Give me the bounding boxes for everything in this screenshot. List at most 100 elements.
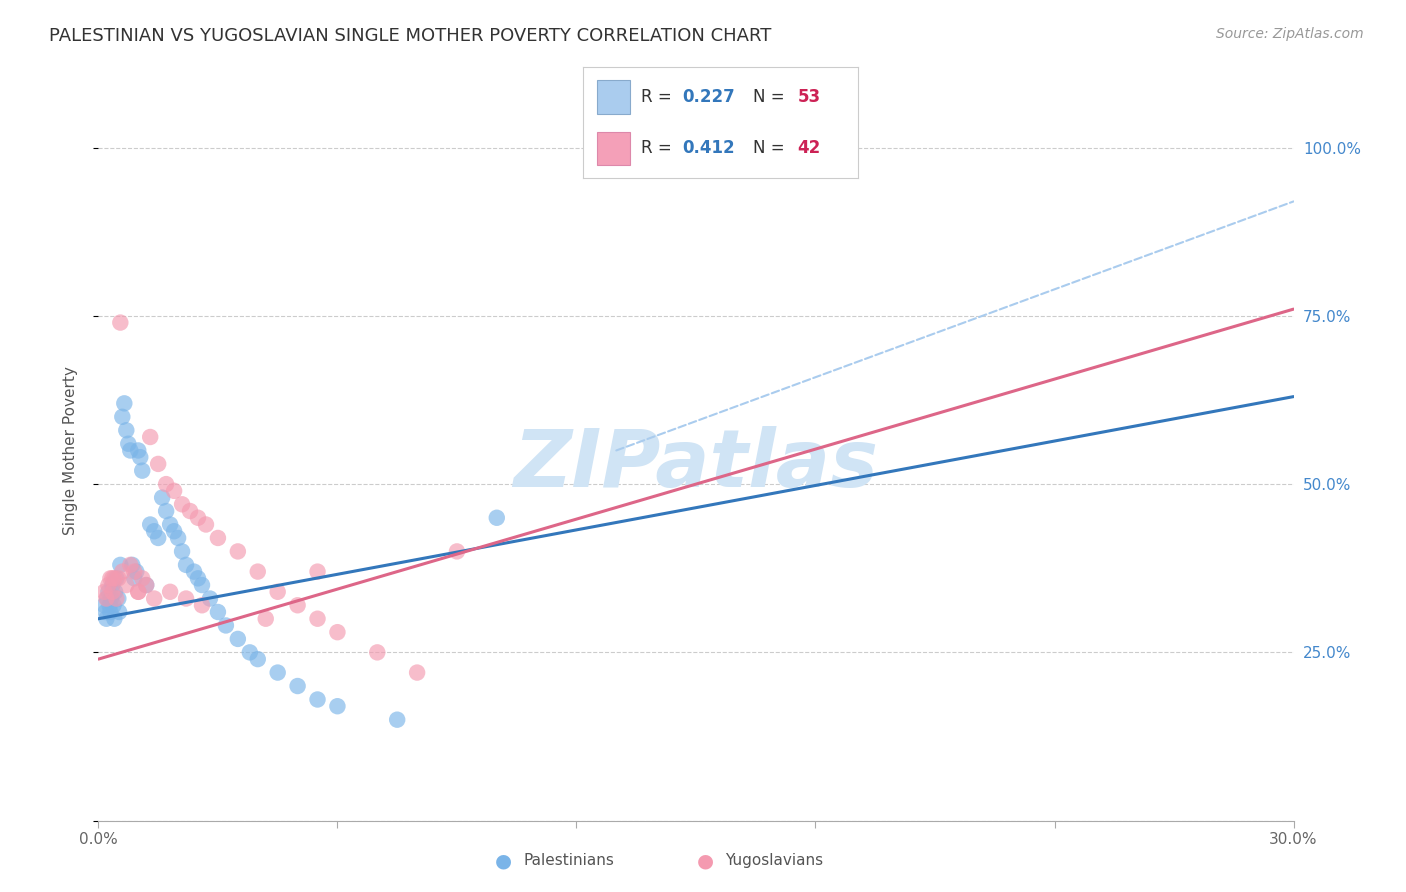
Point — [125, 565, 148, 579]
Point — [97, 584, 120, 599]
Point — [129, 450, 152, 465]
Text: Yugoslavians: Yugoslavians — [725, 854, 824, 868]
Point — [239, 645, 262, 659]
Point — [155, 504, 177, 518]
Point — [187, 571, 209, 585]
Point — [105, 571, 128, 585]
Point — [98, 571, 122, 585]
Point — [254, 612, 277, 626]
Point — [159, 517, 181, 532]
Point — [287, 679, 309, 693]
Text: Source: ZipAtlas.com: Source: ZipAtlas.com — [1216, 27, 1364, 41]
Point — [139, 517, 162, 532]
Text: ●: ● — [495, 851, 512, 871]
Bar — [598, 131, 630, 165]
Point — [103, 571, 125, 585]
Point — [307, 565, 329, 579]
Point — [110, 316, 132, 330]
Point — [163, 483, 186, 498]
Point — [174, 591, 197, 606]
Point — [195, 517, 218, 532]
Text: N =: N = — [754, 139, 790, 157]
Point — [159, 584, 181, 599]
Point — [107, 571, 129, 585]
Point — [121, 558, 143, 572]
Bar — [598, 80, 630, 114]
Text: ●: ● — [697, 851, 714, 871]
Point — [96, 612, 118, 626]
Point — [124, 565, 146, 579]
Point — [207, 605, 229, 619]
Point — [131, 464, 153, 478]
Point — [406, 665, 429, 680]
Text: 53: 53 — [797, 88, 821, 106]
Point — [163, 524, 186, 539]
Point — [172, 544, 194, 558]
Point — [150, 491, 173, 505]
Point — [96, 591, 118, 606]
Point — [135, 578, 157, 592]
Point — [172, 497, 194, 511]
Point — [287, 599, 309, 613]
Point — [101, 578, 124, 592]
Point — [326, 625, 349, 640]
Point — [187, 510, 209, 524]
Text: N =: N = — [754, 88, 790, 106]
Point — [111, 565, 134, 579]
Text: 0.412: 0.412 — [682, 139, 735, 157]
Point — [98, 605, 122, 619]
Point — [103, 599, 125, 613]
Point — [179, 504, 201, 518]
Point — [101, 584, 124, 599]
Point — [215, 618, 238, 632]
Point — [100, 591, 122, 606]
Point — [143, 524, 166, 539]
Point — [385, 713, 409, 727]
Point — [94, 605, 117, 619]
Point — [98, 599, 121, 613]
Point — [246, 652, 269, 666]
Point — [107, 591, 129, 606]
Point — [115, 423, 138, 437]
Point — [446, 544, 468, 558]
Point — [120, 558, 142, 572]
Point — [96, 591, 118, 606]
Point — [485, 510, 508, 524]
Point — [112, 396, 135, 410]
Point — [267, 584, 290, 599]
Y-axis label: Single Mother Poverty: Single Mother Poverty — [63, 366, 77, 535]
Text: 0.227: 0.227 — [682, 88, 735, 106]
Text: R =: R = — [641, 88, 678, 106]
Point — [191, 578, 214, 592]
Point — [366, 645, 388, 659]
Point — [143, 591, 166, 606]
Point — [93, 584, 115, 599]
Point — [97, 578, 120, 592]
Point — [105, 591, 128, 606]
Point — [148, 531, 170, 545]
Point — [326, 699, 349, 714]
Point — [127, 443, 149, 458]
Point — [120, 443, 142, 458]
Point — [191, 599, 214, 613]
Point — [139, 430, 162, 444]
Point — [93, 599, 115, 613]
Point — [103, 612, 125, 626]
Point — [108, 605, 131, 619]
Point — [246, 565, 269, 579]
Point — [135, 578, 157, 592]
Point — [104, 584, 127, 599]
Point — [267, 665, 290, 680]
Point — [174, 558, 197, 572]
Text: 42: 42 — [797, 139, 821, 157]
Point — [127, 584, 149, 599]
Point — [198, 591, 221, 606]
Point — [183, 565, 205, 579]
Point — [307, 612, 329, 626]
Point — [226, 544, 249, 558]
Text: ZIPatlas: ZIPatlas — [513, 426, 879, 504]
Point — [167, 531, 190, 545]
Point — [124, 571, 146, 585]
Point — [111, 409, 134, 424]
Text: PALESTINIAN VS YUGOSLAVIAN SINGLE MOTHER POVERTY CORRELATION CHART: PALESTINIAN VS YUGOSLAVIAN SINGLE MOTHER… — [49, 27, 772, 45]
